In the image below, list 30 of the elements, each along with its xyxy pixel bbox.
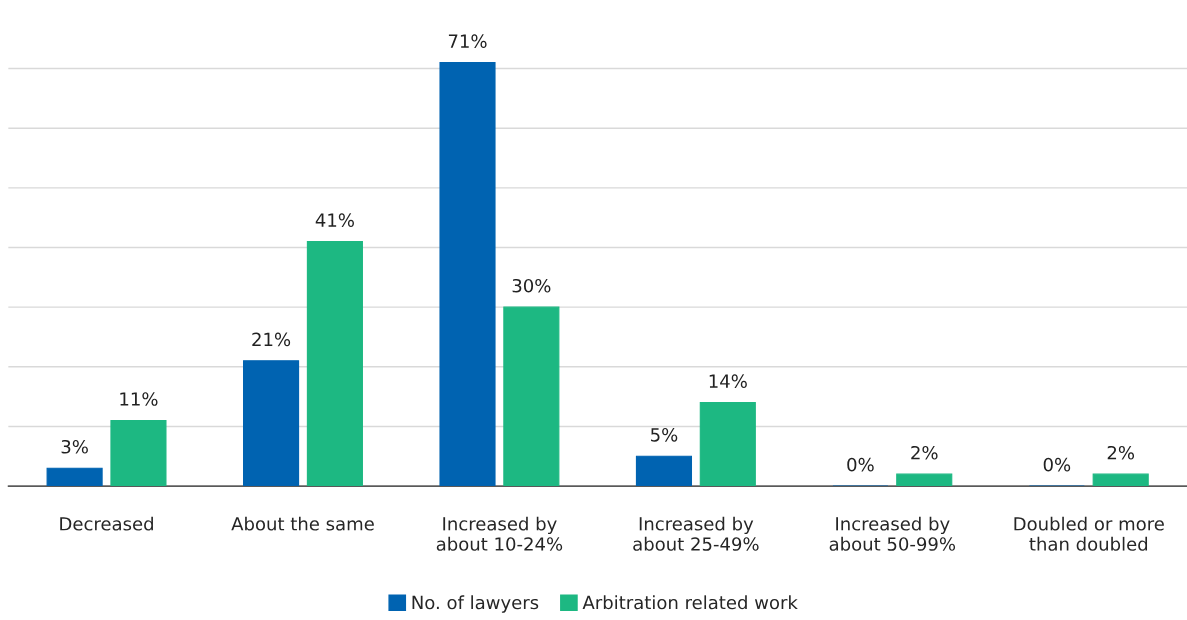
data-label: 41% — [315, 213, 354, 227]
bar — [243, 360, 300, 487]
bar — [635, 455, 693, 487]
data-label: 21% — [252, 332, 291, 347]
bar — [46, 467, 103, 487]
bar — [306, 240, 363, 487]
x-tick-label: Doubled or more than doubled — [1014, 516, 1164, 551]
x-tick-label: Increased by about 25-49% — [633, 516, 759, 551]
data-label: 11% — [120, 392, 158, 406]
legend-label: No. of lawyers — [412, 595, 539, 613]
legend-label: Arbitration related work — [582, 595, 798, 610]
data-label: 0% — [847, 457, 874, 472]
data-label: 71% — [448, 34, 487, 48]
data-label: 0% — [1043, 457, 1071, 472]
bar — [110, 419, 167, 487]
data-label: 2% — [911, 445, 938, 460]
x-tick-label: Increased by about 50-99% — [829, 516, 956, 551]
data-label: 30% — [512, 278, 551, 293]
data-label: 14% — [709, 374, 747, 388]
x-tick-label: About the same — [231, 516, 374, 531]
bar — [1092, 473, 1149, 487]
bar — [439, 62, 496, 487]
x-tick-label: Increased by about 10-24% — [436, 516, 563, 551]
bar — [896, 473, 953, 487]
data-label: 5% — [651, 427, 678, 442]
bar — [503, 306, 560, 487]
data-label: 2% — [1107, 445, 1135, 460]
x-tick-label: Decreased — [60, 516, 153, 531]
data-label: 3% — [61, 439, 88, 454]
bar — [699, 402, 756, 487]
